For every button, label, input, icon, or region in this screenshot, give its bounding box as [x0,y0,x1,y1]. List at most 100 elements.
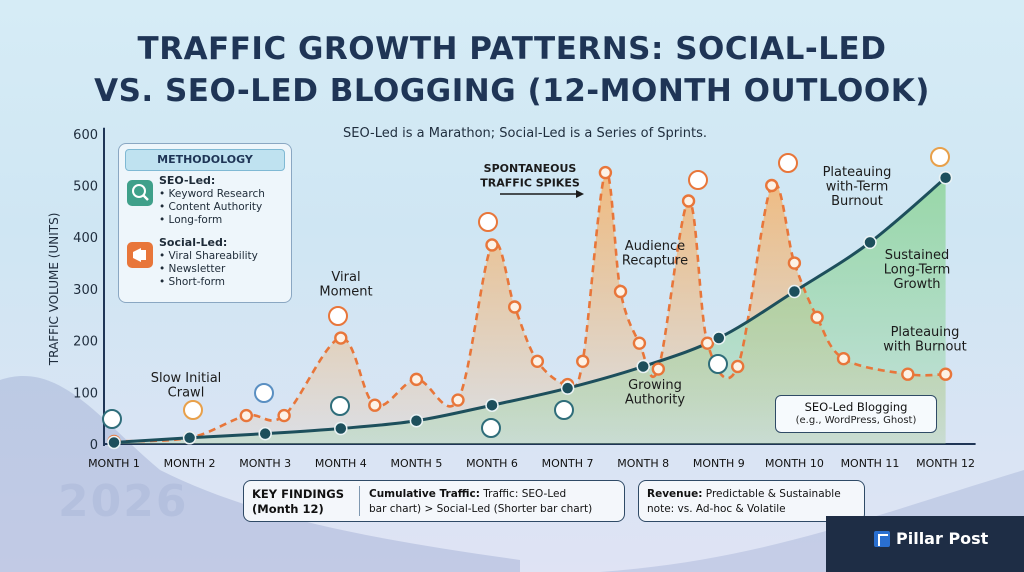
thumbs-up-icon [183,400,203,420]
y-tick-label: 100 [73,386,98,401]
megaphone-icon [778,153,798,173]
key-findings-bold: Cumulative Traffic: [369,488,480,500]
social-point [334,331,348,345]
brand-badge: Pillar Post [826,516,1024,572]
y-axis-label: TRAFFIC VOLUME (UNITS) [47,213,61,367]
seo-box-title: SEO-Led Blogging [804,400,908,414]
title-line-2: VS. SEO-LED BLOGGING (12-MONTH OUTLOOK) [94,73,930,109]
social-point [731,359,745,374]
seo-point [334,421,348,436]
social-point [576,354,590,368]
social-point [613,284,628,299]
seo-method-item: • Content Authority [159,201,263,213]
trend-up-icon [708,354,728,374]
annotation-label: SPONTANEOUS [484,162,577,175]
seo-point [107,435,121,450]
revenue-note: note: vs. Ad-hoc & Volatile [647,503,786,515]
subtitle: SEO-Led is a Marathon; Social-Led is a S… [342,126,708,141]
x-tick-label: MONTH 9 [693,457,745,470]
divider [359,486,360,516]
key-findings-panel: KEY FINDINGS (Month 12) Cumulative Traff… [243,480,625,522]
arrow-head-icon [576,190,584,198]
seo-point [863,235,877,250]
key-findings-text: Traffic: SEO-Led [479,488,567,500]
seo-blogging-box: SEO-Led Blogging (e.g., WordPress, Ghost… [775,395,937,433]
x-tick-label: MONTH 11 [841,457,900,470]
social-point [368,398,382,412]
annotation-label: Burnout [831,194,883,209]
title-line-1: TRAFFIC GROWTH PATTERNS: SOCIAL-LED [137,31,887,67]
annotation-label: Sustained [885,248,949,263]
annotation-label: Plateauing [891,325,960,340]
x-tick-label: MONTH 7 [542,457,594,470]
annotation-label: Plateauing [823,165,892,180]
seo-method-label: SEO-Led: [159,174,216,187]
social-point [938,367,953,381]
x-tick-label: MONTH 2 [164,457,216,470]
annotation-label: Long-Term [884,263,950,278]
annotation-label: Growing [628,378,682,393]
annotation-label: Slow Initial [151,371,222,386]
seo-area [114,177,946,444]
social-point [810,310,824,325]
brand-name: Pillar Post [896,529,989,548]
x-tick-label: MONTH 6 [466,457,518,470]
key-findings-period: (Month 12) [252,502,324,516]
social-point [787,256,802,270]
annotation-label: Viral [331,270,360,285]
revenue-text: Predictable & Sustainable [702,488,841,500]
x-tick-label: MONTH 3 [239,457,291,470]
methodology-panel: METHODOLOGY SEO-Led: • Keyword Research … [118,143,292,303]
key-findings-text-2: bar chart) > Social-Led (Shorter bar cha… [369,503,593,515]
seo-point [182,431,197,445]
social-method-item: • Newsletter [159,263,226,275]
y-tick-label: 500 [73,180,98,195]
social-point [632,336,647,350]
background-hill [0,376,520,572]
seo-box-examples: (e.g., WordPress, Ghost) [795,415,917,426]
social-point [700,336,715,350]
social-point [277,408,291,423]
thumbs-up-icon [930,147,950,167]
social-point [901,367,915,381]
social-point [598,165,613,180]
methodology-heading: METHODOLOGY [125,149,285,171]
social-point [530,354,545,368]
social-point [409,372,424,387]
magnifier-icon [102,409,122,429]
seo-point [938,170,953,185]
x-tick-label: MONTH 1 [88,457,140,470]
annotation-label: TRAFFIC SPIKES [480,177,580,190]
y-tick-label: 0 [90,438,98,453]
annotation-label: Moment [319,285,372,300]
seo-method-item: • Keyword Research [159,188,265,200]
chat-bubble-icon [478,212,498,232]
annotation-label: with-Term [826,180,889,195]
y-tick-label: 400 [73,231,98,246]
seo-point [712,331,726,345]
y-tick-label: 600 [73,128,98,143]
seo-point [560,381,575,395]
magnifier-icon [330,396,350,416]
social-method-label: Social-Led: [159,236,228,249]
social-point [451,393,465,407]
social-method-item: • Short-form [159,276,225,288]
y-tick-label: 200 [73,335,98,350]
social-point [836,351,851,366]
x-tick-label: MONTH 4 [315,457,367,470]
social-point [485,238,499,252]
megaphone-icon [688,170,708,190]
gear-icon [554,400,574,420]
seo-method-item: • Long-form [159,214,223,226]
social-point [651,362,666,376]
gear-icon [481,418,501,438]
annotation-label: Growth [893,277,940,292]
x-tick-label: MONTH 12 [916,457,975,470]
pillar-logo-icon [874,531,890,547]
megaphone-icon [127,242,153,268]
x-tick-label: MONTH 5 [390,457,442,470]
annotation-label: Audience [625,239,685,254]
social-method-item: • Viral Shareability [159,250,258,262]
annotation-label: Crawl [168,386,205,401]
